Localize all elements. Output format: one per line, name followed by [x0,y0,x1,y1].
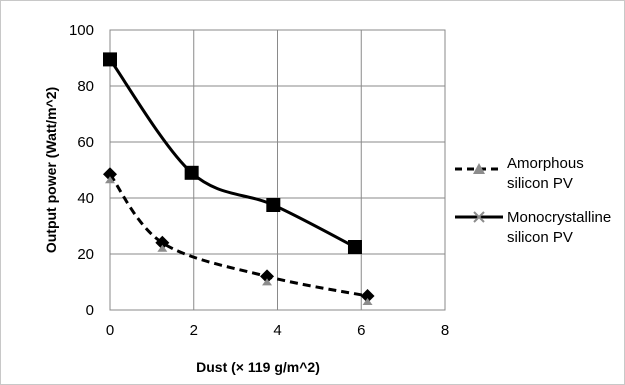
y-tick-label: 100 [69,22,94,39]
legend-item-amorphous[interactable]: Amorphous silicon PV [455,155,584,192]
legend-label-monocrystalline-line2: silicon PV [507,229,573,246]
x-tick-label: 6 [357,322,365,339]
legend: Amorphous silicon PV Monocrystalline sil… [455,155,611,246]
series-1-point [103,52,117,67]
series-1-point [266,198,281,212]
series-0-group [103,167,375,305]
y-axis-ticks: 0 20 40 60 80 100 [69,22,94,319]
series-0-point [155,235,170,250]
series-0-point [260,269,275,284]
y-tick-label: 60 [77,134,94,151]
series-0-line [108,173,368,298]
series-1-point [184,165,199,180]
legend-marker-monocrystalline [473,211,485,223]
x-axis-ticks: 0 2 4 6 8 [106,322,449,339]
y-tick-label: 0 [86,302,94,319]
legend-label-monocrystalline-line1: Monocrystalline [507,209,611,226]
x-tick-label: 8 [441,322,449,339]
x-tick-label: 0 [106,322,114,339]
x-tick-label: 4 [273,322,281,339]
legend-marker-amorphous [473,163,485,174]
legend-label-amorphous-line1: Amorphous [507,155,584,172]
series-1-point [347,240,362,254]
series-0-point-shadow [157,244,168,252]
series-layer [103,52,375,305]
y-tick-label: 80 [77,78,94,95]
series-1-line [108,58,356,249]
series-0-point-shadow [105,176,115,184]
legend-item-monocrystalline[interactable]: Monocrystalline silicon PV [455,209,611,246]
series-0-point [360,289,375,303]
x-axis-title: Dust (× 119 g/m^2) [196,359,320,375]
y-tick-label: 40 [77,190,94,207]
series-1-group [103,52,362,254]
series-0-point-shadow [362,298,373,305]
series-0-point-shadow [262,278,273,286]
y-tick-label: 20 [77,246,94,263]
legend-label-amorphous-line2: silicon PV [507,175,573,192]
x-tick-label: 2 [190,322,198,339]
series-0-point [103,167,117,182]
y-axis-title: Output power (Watt/m^2) [43,87,59,253]
